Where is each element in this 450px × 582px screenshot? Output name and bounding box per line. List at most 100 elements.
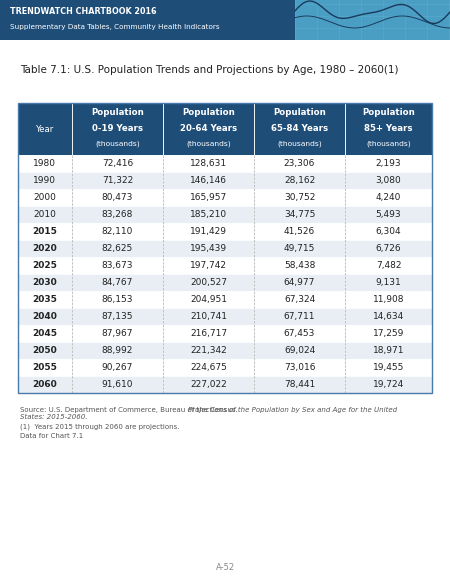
Text: 69,024: 69,024 — [284, 346, 315, 355]
Bar — [163, 359, 254, 376]
Text: 2,193: 2,193 — [376, 159, 401, 168]
Text: 1990: 1990 — [33, 176, 56, 185]
Text: 87,135: 87,135 — [102, 312, 133, 321]
Bar — [254, 308, 345, 325]
Text: 2060: 2060 — [32, 380, 57, 389]
Bar — [163, 257, 254, 274]
Text: 72,416: 72,416 — [102, 159, 133, 168]
Bar — [18, 291, 72, 308]
Bar — [72, 240, 163, 257]
Text: (1)  Years 2015 through 2060 are projections.: (1) Years 2015 through 2060 are projecti… — [20, 423, 180, 430]
Text: 18,971: 18,971 — [373, 346, 404, 355]
Bar — [254, 240, 345, 257]
Bar — [72, 103, 163, 155]
Bar — [163, 206, 254, 223]
Text: 227,022: 227,022 — [190, 380, 227, 389]
Bar — [254, 223, 345, 240]
Text: 84,767: 84,767 — [102, 278, 133, 287]
Bar — [345, 206, 432, 223]
Bar — [163, 240, 254, 257]
Text: 146,146: 146,146 — [190, 176, 227, 185]
Text: (thousands): (thousands) — [366, 141, 411, 147]
Text: 71,322: 71,322 — [102, 176, 133, 185]
Text: Population: Population — [362, 108, 415, 118]
Bar — [345, 223, 432, 240]
Text: 4,240: 4,240 — [376, 193, 401, 202]
Bar — [254, 325, 345, 342]
Bar — [254, 274, 345, 291]
Text: 128,631: 128,631 — [190, 159, 227, 168]
Bar — [345, 308, 432, 325]
Bar — [254, 172, 345, 189]
Bar — [18, 189, 72, 206]
Text: Data for Chart 7.1: Data for Chart 7.1 — [20, 433, 83, 439]
Text: Supplementary Data Tables, Community Health Indicators: Supplementary Data Tables, Community Hea… — [10, 24, 220, 30]
Bar — [72, 172, 163, 189]
Text: 67,324: 67,324 — [284, 295, 315, 304]
Bar — [254, 189, 345, 206]
Bar — [345, 342, 432, 359]
Text: 82,110: 82,110 — [102, 227, 133, 236]
Bar — [18, 240, 72, 257]
Text: 14,634: 14,634 — [373, 312, 404, 321]
Bar — [18, 206, 72, 223]
Bar — [18, 155, 72, 172]
Text: 49,715: 49,715 — [284, 244, 315, 253]
Bar — [18, 103, 72, 155]
Bar — [18, 223, 72, 240]
Text: 11,908: 11,908 — [373, 295, 404, 304]
Text: Table 7.1: U.S. Population Trends and Projections by Age, 1980 – 2060(1): Table 7.1: U.S. Population Trends and Pr… — [20, 65, 399, 75]
Text: 34,775: 34,775 — [284, 210, 315, 219]
Bar — [72, 257, 163, 274]
Text: (thousands): (thousands) — [186, 141, 231, 147]
Bar — [163, 274, 254, 291]
Bar — [163, 376, 254, 393]
Bar — [254, 206, 345, 223]
Text: 1980: 1980 — [33, 159, 56, 168]
Text: Population: Population — [273, 108, 326, 118]
Text: Source: U.S. Department of Commerce, Bureau of the Census.: Source: U.S. Department of Commerce, Bur… — [20, 407, 240, 413]
Bar — [72, 274, 163, 291]
Text: Population: Population — [91, 108, 144, 118]
Text: 2025: 2025 — [32, 261, 57, 270]
Bar — [163, 172, 254, 189]
Text: 2020: 2020 — [32, 244, 57, 253]
Text: 83,268: 83,268 — [102, 210, 133, 219]
Text: 204,951: 204,951 — [190, 295, 227, 304]
Bar — [18, 172, 72, 189]
Text: 73,016: 73,016 — [284, 363, 315, 372]
Bar — [18, 257, 72, 274]
Text: 2010: 2010 — [33, 210, 56, 219]
Bar — [163, 223, 254, 240]
Bar — [345, 103, 432, 155]
Text: 19,455: 19,455 — [373, 363, 404, 372]
Text: 2050: 2050 — [32, 346, 57, 355]
Text: 3,080: 3,080 — [376, 176, 401, 185]
Text: 23,306: 23,306 — [284, 159, 315, 168]
Text: 2035: 2035 — [32, 295, 57, 304]
Bar — [72, 189, 163, 206]
Bar — [72, 308, 163, 325]
Text: (thousands): (thousands) — [277, 141, 322, 147]
Text: 58,438: 58,438 — [284, 261, 315, 270]
Bar — [163, 308, 254, 325]
Bar — [72, 325, 163, 342]
Text: 85+ Years: 85+ Years — [364, 124, 413, 133]
Bar — [345, 189, 432, 206]
Text: 20-64 Years: 20-64 Years — [180, 124, 237, 133]
Text: 6,304: 6,304 — [376, 227, 401, 236]
Bar — [345, 291, 432, 308]
Text: 64,977: 64,977 — [284, 278, 315, 287]
Bar — [345, 240, 432, 257]
Text: 67,453: 67,453 — [284, 329, 315, 338]
Text: 224,675: 224,675 — [190, 363, 227, 372]
Text: 191,429: 191,429 — [190, 227, 227, 236]
Text: 7,482: 7,482 — [376, 261, 401, 270]
Bar — [163, 325, 254, 342]
Text: 91,610: 91,610 — [102, 380, 133, 389]
Text: 83,673: 83,673 — [102, 261, 133, 270]
Bar — [72, 155, 163, 172]
Bar — [345, 376, 432, 393]
Text: Projections of the Population by Sex and Age for the United: Projections of the Population by Sex and… — [188, 407, 397, 413]
Text: 65-84 Years: 65-84 Years — [271, 124, 328, 133]
